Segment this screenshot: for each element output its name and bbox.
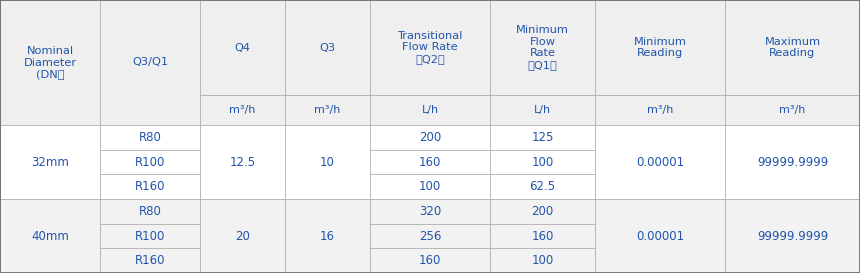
Text: L/h: L/h <box>534 105 551 115</box>
Text: Q4: Q4 <box>235 43 250 52</box>
Text: Minimum
Reading: Minimum Reading <box>634 37 686 58</box>
Bar <box>370 248 490 273</box>
Text: 100: 100 <box>419 180 441 193</box>
Bar <box>490 199 595 224</box>
Bar <box>490 248 595 273</box>
Bar <box>370 150 490 174</box>
Bar <box>725 0 860 95</box>
Bar <box>490 95 595 125</box>
Bar <box>595 95 725 125</box>
Bar <box>370 95 490 125</box>
Bar <box>100 150 200 174</box>
Text: 16: 16 <box>320 230 335 242</box>
Text: Nominal
Diameter
(DN）: Nominal Diameter (DN） <box>23 46 77 79</box>
Text: 160: 160 <box>419 156 441 168</box>
Bar <box>490 150 595 174</box>
Text: 160: 160 <box>419 254 441 267</box>
Text: 12.5: 12.5 <box>230 156 255 168</box>
Text: Q3: Q3 <box>319 43 335 52</box>
Text: 0.00001: 0.00001 <box>636 156 684 168</box>
Bar <box>0 199 100 273</box>
Bar <box>725 125 860 199</box>
Text: 125: 125 <box>531 131 554 144</box>
Bar <box>725 199 860 273</box>
Text: Q3/Q1: Q3/Q1 <box>132 58 168 67</box>
Text: 100: 100 <box>531 254 554 267</box>
Bar <box>370 125 490 150</box>
Text: 320: 320 <box>419 205 441 218</box>
Text: 200: 200 <box>531 205 554 218</box>
Text: R100: R100 <box>135 156 165 168</box>
Bar <box>595 125 725 199</box>
Bar <box>100 174 200 199</box>
Text: 32mm: 32mm <box>31 156 69 168</box>
Bar <box>200 199 285 273</box>
Bar <box>490 224 595 248</box>
Bar <box>595 0 725 95</box>
Text: Transitional
Flow Rate
（Q2）: Transitional Flow Rate （Q2） <box>397 31 463 64</box>
Text: m³/h: m³/h <box>779 105 806 115</box>
Text: 160: 160 <box>531 230 554 242</box>
Text: 10: 10 <box>320 156 335 168</box>
Text: Minimum
Flow
Rate
（Q1）: Minimum Flow Rate （Q1） <box>516 25 569 70</box>
Bar <box>370 174 490 199</box>
Text: 0.00001: 0.00001 <box>636 230 684 242</box>
Bar <box>370 0 490 95</box>
Text: R80: R80 <box>138 205 162 218</box>
Text: 100: 100 <box>531 156 554 168</box>
Text: m³/h: m³/h <box>314 105 341 115</box>
Text: 256: 256 <box>419 230 441 242</box>
Text: 20: 20 <box>235 230 250 242</box>
Bar <box>0 125 100 199</box>
Bar <box>285 95 370 125</box>
Bar <box>100 125 200 150</box>
Bar <box>100 199 200 224</box>
Text: 99999.9999: 99999.9999 <box>757 230 828 242</box>
Bar <box>100 0 200 125</box>
Bar <box>490 174 595 199</box>
Text: R160: R160 <box>135 254 165 267</box>
Text: R100: R100 <box>135 230 165 242</box>
Text: 200: 200 <box>419 131 441 144</box>
Text: m³/h: m³/h <box>647 105 673 115</box>
Bar <box>285 0 370 95</box>
Text: Maximum
Reading: Maximum Reading <box>765 37 820 58</box>
Bar <box>200 0 285 95</box>
Bar <box>285 125 370 199</box>
Bar <box>200 125 285 199</box>
Bar <box>725 95 860 125</box>
Text: R160: R160 <box>135 180 165 193</box>
Bar <box>100 224 200 248</box>
Text: 99999.9999: 99999.9999 <box>757 156 828 168</box>
Bar <box>0 0 100 125</box>
Text: R80: R80 <box>138 131 162 144</box>
Text: 40mm: 40mm <box>31 230 69 242</box>
Bar <box>200 95 285 125</box>
Bar <box>285 199 370 273</box>
Text: L/h: L/h <box>421 105 439 115</box>
Bar <box>370 199 490 224</box>
Bar <box>595 199 725 273</box>
Bar <box>490 0 595 95</box>
Bar <box>100 248 200 273</box>
Text: m³/h: m³/h <box>230 105 255 115</box>
Text: 62.5: 62.5 <box>530 180 556 193</box>
Bar <box>490 125 595 150</box>
Bar <box>370 224 490 248</box>
